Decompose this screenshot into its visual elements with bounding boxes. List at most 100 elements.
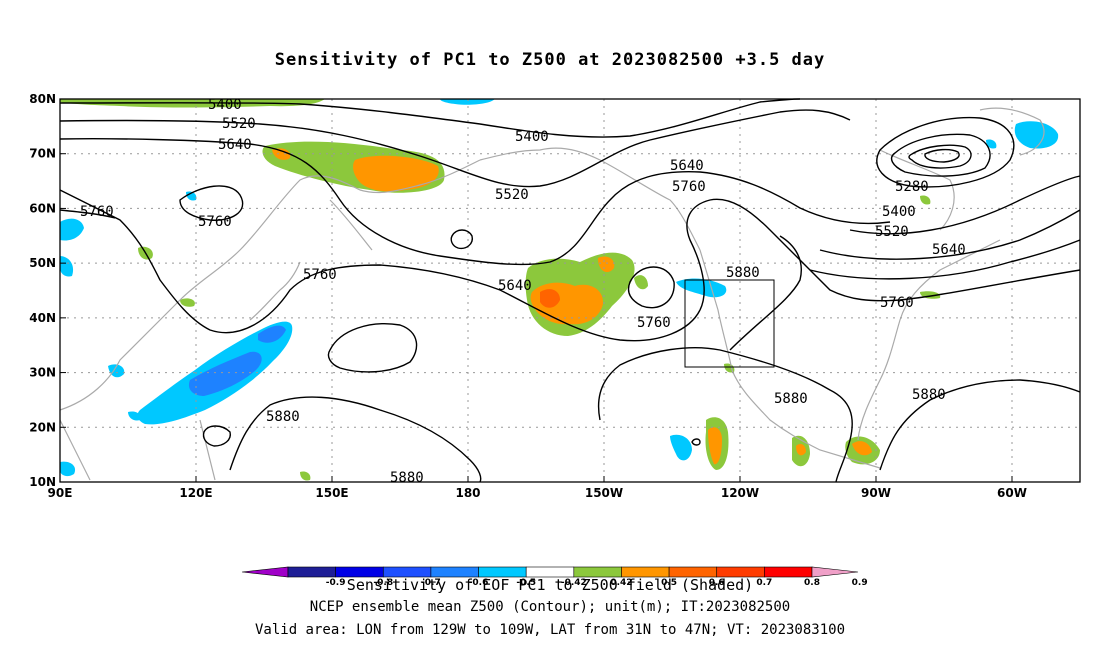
footer-contour-note: NCEP ensemble mean Z500 (Contour); unit(… (309, 599, 791, 615)
colorbar-tick-label: 0.8 (804, 578, 820, 588)
contour-closed-ak (450, 229, 473, 250)
coast-asia-east (59, 159, 481, 411)
contour-label: 5880 (774, 391, 808, 407)
x-tick-label: 120E (179, 486, 212, 500)
shade-blue-mexico (670, 434, 692, 461)
map-frame (59, 98, 1081, 483)
contour-low-040 (908, 144, 972, 169)
x-tick-label: 60W (997, 486, 1027, 500)
y-axis-ticks: 80N 70N 60N 50N 40N 30N 20N 10N (29, 92, 66, 489)
footer-valid-area: Valid area: LON from 129W to 109W, LAT f… (254, 622, 845, 638)
coast-japan (249, 261, 301, 321)
contour-5400-north (59, 98, 801, 138)
colorbar-tick-label: 0.7 (756, 578, 772, 588)
contour-label: 5760 (198, 214, 232, 230)
colorbar-tick-label: 0.9 (852, 578, 868, 588)
shade-blue-top (440, 99, 495, 105)
contour-closed-w (179, 185, 244, 221)
contour-low-160 (890, 133, 991, 177)
coast-na-west (699, 249, 881, 469)
gridlines (60, 99, 1080, 482)
footer-shading-note: Sensitivity of EOF PC1 to Z500 field (Sh… (346, 576, 754, 594)
contour-west-5760 (59, 209, 116, 219)
contour-label: 5640 (932, 242, 966, 258)
z500-contours (59, 98, 1081, 483)
x-tick-label: 180 (455, 486, 480, 500)
contour-5520-north (59, 109, 851, 188)
contour-label: 5520 (495, 187, 529, 203)
contour-closed-tiny (691, 438, 701, 446)
y-tick-label: 80N (29, 92, 56, 106)
colorbar-tick-label: -0.8 (373, 578, 393, 588)
shade-blue-coast (676, 278, 727, 298)
y-tick-label: 30N (29, 366, 56, 380)
colorbar-tick-label: 0.5 (661, 578, 677, 588)
shade-green-small3 (300, 471, 311, 481)
shade-darkorange-pacific (540, 289, 560, 308)
shade-green-bc (634, 275, 648, 290)
contour-5880-e (879, 379, 1081, 471)
colorbar-tick-label: 0.6 (709, 578, 725, 588)
contour-label: 5520 (222, 116, 256, 132)
colorbar-tick-label: 0.42 (610, 578, 632, 588)
shade-blue-small2 (128, 411, 141, 421)
contour-closed-ph (202, 425, 231, 447)
contour-label: 5400 (208, 97, 242, 113)
x-tick-label: 120W (721, 486, 759, 500)
contour-closed-pac (327, 323, 418, 373)
y-tick-label: 60N (29, 201, 56, 215)
y-tick-label: 10N (29, 475, 56, 489)
coast-alaska (479, 147, 701, 251)
contour-5880-w (729, 235, 802, 351)
shade-blue-left (60, 218, 84, 241)
contour-label: 5400 (515, 129, 549, 145)
contour-label: 5760 (80, 204, 114, 220)
contour-5760-b (686, 198, 1081, 311)
y-tick-label: 20N (29, 420, 56, 434)
contour-5760-a (59, 189, 701, 342)
contour-label: 5640 (670, 158, 704, 174)
y-tick-label: 50N (29, 256, 56, 270)
contour-label: 5520 (875, 224, 909, 240)
shade-darkblue-asia (188, 351, 262, 396)
shade-blue-small3 (986, 139, 997, 149)
contour-label: 5760 (303, 267, 337, 283)
contour-label: 5760 (672, 179, 706, 195)
colorbar-tick-label: -0.42 (561, 578, 587, 588)
y-tick-label: 70N (29, 147, 56, 161)
contour-5640-north (59, 138, 891, 266)
coastlines (59, 107, 1045, 481)
contour-low-280 (876, 116, 1015, 188)
coast-greenland (979, 107, 1045, 156)
shade-orange-pacific-north (598, 256, 615, 273)
shade-blue-left3 (60, 461, 76, 477)
contour-label: 5640 (218, 137, 252, 153)
coast-hudson (879, 149, 955, 231)
colorbar-high-extend (811, 566, 859, 578)
x-tick-label: 90W (861, 486, 891, 500)
shade-orange-central2 (852, 441, 872, 456)
contour-closed-bc (627, 266, 675, 309)
contour-label: 5880 (912, 387, 946, 403)
y-tick-label: 40N (29, 311, 56, 325)
coast-philippines (199, 419, 216, 481)
colorbar-tick-label: -0.6 (469, 578, 489, 588)
coast-kamchatka (329, 199, 373, 251)
contour-5880-ne (597, 347, 853, 483)
contour-label: 5880 (390, 470, 424, 486)
contour-label: 5400 (882, 204, 916, 220)
contour-low-920 (924, 148, 960, 163)
shade-blue-phil (108, 364, 125, 378)
shade-blue-left2 (60, 256, 74, 277)
chart-title: Sensitivity of PC1 to Z500 at 2023082500… (274, 50, 826, 70)
colorbar: -0.9 -0.8 -0.7 -0.6 -0.5 -0.42 0.42 0.5 0.6 0.7 0.… (241, 566, 868, 588)
coast-na-east (857, 239, 1001, 441)
contour-label: 5640 (498, 278, 532, 294)
x-tick-label: 90E (48, 486, 73, 500)
shade-blue-japan (258, 325, 286, 343)
contour-ne-5400 (849, 175, 1081, 235)
shade-blue-ne (1014, 121, 1059, 149)
valid-area-box (684, 279, 775, 368)
colorbar-tick-label: -0.5 (516, 578, 536, 588)
